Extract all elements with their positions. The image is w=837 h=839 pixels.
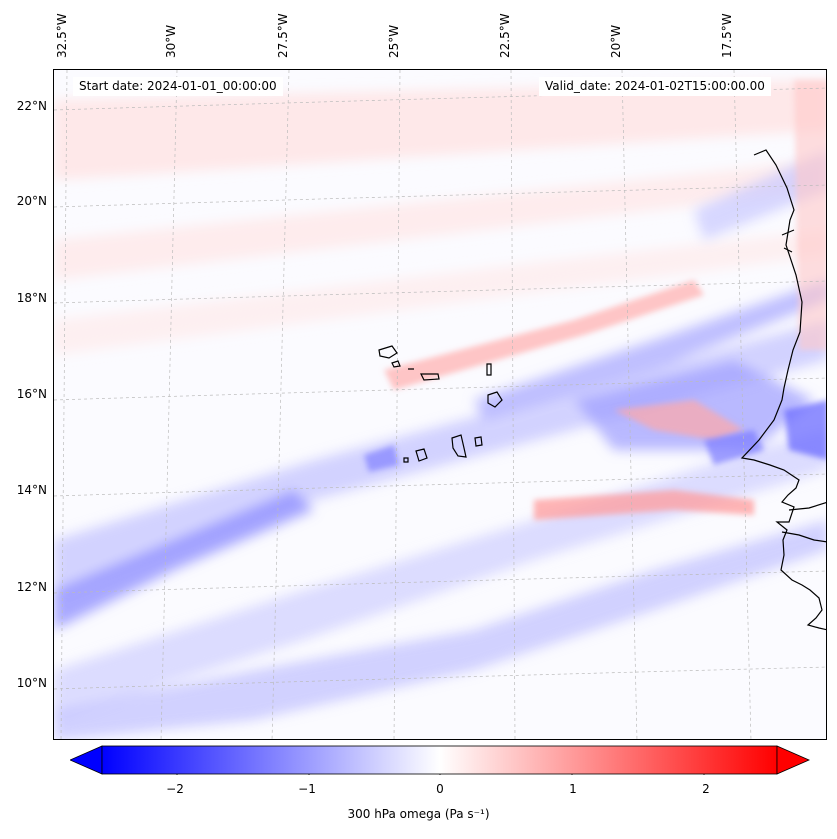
lat-label: 20°N <box>16 194 47 208</box>
lon-label: 25°W <box>387 24 401 58</box>
omega-field <box>54 70 826 739</box>
colorbar <box>70 745 810 775</box>
graticule <box>54 70 826 739</box>
colorbar-min-extend <box>70 745 103 775</box>
colorbar-tick: 2 <box>702 782 710 796</box>
island-boa-vista <box>487 391 503 408</box>
omega-coastal-minimum <box>364 400 826 472</box>
start-date-label: Start date: 2024-01-01_00:00:00 <box>73 77 283 96</box>
map-panel[interactable] <box>53 69 827 740</box>
colorbar-gradient <box>101 745 778 775</box>
lon-label: 22.5°W <box>498 13 512 58</box>
colorbar-tick: 1 <box>569 782 577 796</box>
lon-label: 30°W <box>164 24 178 58</box>
lat-label: 10°N <box>16 676 47 690</box>
cape-verde-islands <box>378 345 503 463</box>
island-santo-antao <box>378 345 398 359</box>
lat-label: 14°N <box>16 483 47 497</box>
african-coastline <box>740 149 826 631</box>
lat-label: 22°N <box>16 99 47 113</box>
colorbar-max-extend <box>776 745 810 775</box>
lon-label: 17.5°W <box>720 13 734 58</box>
omega-positive-band <box>54 80 826 355</box>
colorbar-label: 300 hPa omega (Pa s⁻¹) <box>347 807 490 821</box>
valid-date-label: Valid_date: 2024-01-02T15:00:00.00 <box>539 77 771 96</box>
lat-label: 18°N <box>16 291 47 305</box>
island-brava <box>403 457 409 463</box>
lon-label: 27.5°W <box>276 13 290 58</box>
omega-positive-streaks <box>384 80 826 520</box>
island-maio <box>474 436 483 447</box>
island-sal <box>486 363 492 376</box>
island-fogo <box>415 448 428 462</box>
island-sao-vicente <box>391 360 401 368</box>
colorbar-tick: −2 <box>166 782 184 796</box>
lat-label: 16°N <box>16 387 47 401</box>
colorbar-tick: −1 <box>298 782 316 796</box>
lat-label: 12°N <box>16 580 47 594</box>
lon-label: 32.5°W <box>55 13 69 58</box>
lon-label: 20°W <box>609 24 623 58</box>
island-sao-nicolau <box>408 368 440 381</box>
island-santiago <box>451 434 467 458</box>
colorbar-tick: 0 <box>436 782 444 796</box>
